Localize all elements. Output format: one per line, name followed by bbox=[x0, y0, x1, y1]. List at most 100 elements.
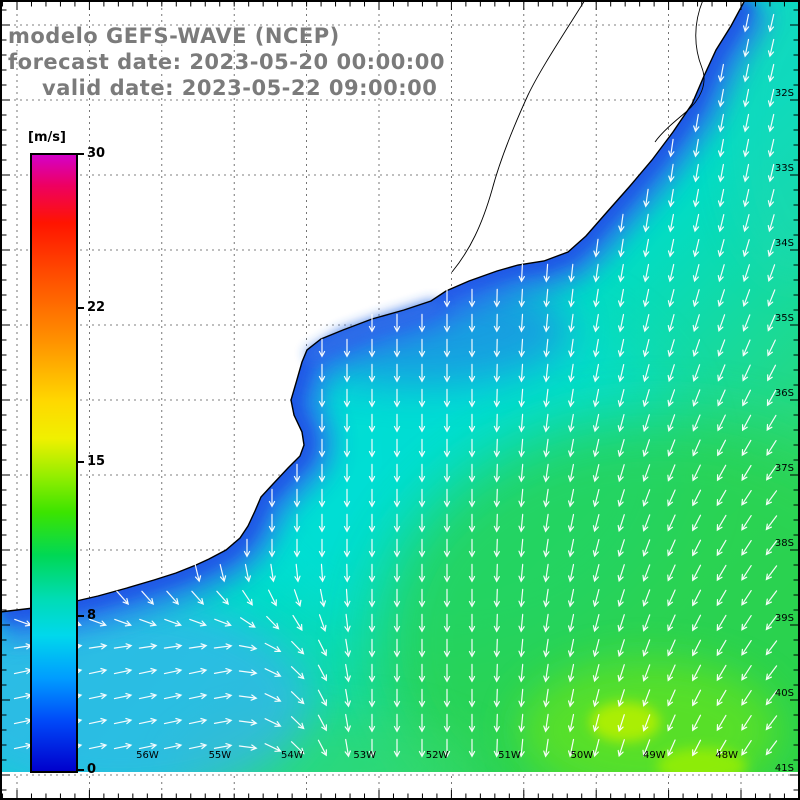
wind-arrow bbox=[318, 639, 327, 657]
wind-arrow bbox=[716, 714, 727, 732]
wind-arrow bbox=[518, 713, 525, 733]
wind-arrow bbox=[317, 689, 327, 707]
wind-arrow bbox=[766, 414, 777, 432]
colorbar-unit-label: [m/s] bbox=[28, 130, 66, 145]
wind-arrow bbox=[741, 715, 752, 731]
wind-arrow bbox=[213, 643, 233, 650]
wind-arrow bbox=[468, 463, 476, 483]
wind-arrow bbox=[692, 664, 702, 682]
wind-arrow bbox=[393, 513, 401, 533]
wind-arrow bbox=[717, 289, 725, 308]
wind-arrow bbox=[468, 538, 476, 558]
wind-arrow bbox=[293, 463, 301, 483]
wind-arrow bbox=[344, 713, 351, 733]
wind-arrow bbox=[668, 163, 675, 183]
wind-arrow bbox=[518, 538, 525, 558]
wind-arrow bbox=[188, 742, 208, 750]
wind-arrow bbox=[468, 738, 476, 758]
wind-arrow bbox=[743, 113, 750, 133]
lon-label: 54W bbox=[281, 750, 304, 761]
wind-arrow bbox=[692, 439, 701, 457]
wind-arrow bbox=[717, 188, 725, 208]
wind-arrow bbox=[568, 638, 575, 658]
valid-date-line: valid date: 2023-05-22 09:00:00 bbox=[42, 76, 438, 100]
wind-arrow bbox=[242, 590, 253, 606]
wind-arrow bbox=[617, 489, 625, 508]
wind-arrow bbox=[741, 690, 752, 706]
wind-arrow bbox=[518, 313, 525, 333]
wind-arrow bbox=[290, 666, 305, 680]
wind-arrow bbox=[742, 314, 751, 332]
wind-arrow bbox=[643, 263, 650, 283]
colorbar-tick-label: 8 bbox=[87, 608, 97, 623]
wind-arrow bbox=[592, 514, 600, 533]
wind-arrow bbox=[765, 740, 778, 756]
wind-arrow bbox=[268, 589, 277, 607]
wind-arrow bbox=[368, 738, 376, 758]
colorbar-tick-mark bbox=[78, 307, 84, 309]
lat-label: 39S bbox=[775, 613, 794, 624]
wind-arrow bbox=[293, 538, 301, 558]
wind-arrow bbox=[717, 214, 725, 233]
wind-arrow bbox=[617, 539, 625, 558]
wind-arrow bbox=[592, 614, 600, 633]
wind-arrow bbox=[188, 692, 208, 700]
wind-arrow bbox=[741, 615, 752, 631]
wind-arrow bbox=[368, 513, 376, 533]
wind-arrow bbox=[88, 692, 108, 700]
wind-arrow bbox=[344, 738, 351, 758]
wind-arrow bbox=[418, 463, 426, 483]
wind-arrow bbox=[518, 638, 525, 658]
wind-arrow bbox=[216, 590, 230, 605]
wind-arrow bbox=[290, 691, 305, 705]
wind-arrow bbox=[163, 667, 183, 675]
wind-arrow bbox=[667, 439, 676, 457]
wind-arrow bbox=[667, 389, 676, 407]
wind-arrow bbox=[368, 663, 376, 683]
wind-arrow bbox=[368, 713, 376, 733]
wind-arrow bbox=[692, 239, 700, 258]
lat-label: 41S bbox=[775, 763, 794, 774]
wind-arrow bbox=[468, 588, 476, 608]
wind-arrow bbox=[418, 663, 426, 683]
wind-arrow bbox=[742, 339, 751, 357]
wind-arrow bbox=[393, 713, 401, 733]
wind-arrow bbox=[543, 688, 550, 708]
wind-arrow bbox=[593, 388, 600, 408]
wind-arrow bbox=[716, 739, 727, 757]
river-line bbox=[451, 0, 586, 273]
wind-arrow bbox=[493, 513, 500, 533]
coastline bbox=[0, 0, 746, 613]
wind-arrow bbox=[667, 564, 676, 582]
wind-arrow bbox=[264, 743, 282, 752]
wind-arrow bbox=[568, 463, 575, 483]
wind-arrow bbox=[318, 388, 326, 408]
wind-arrow bbox=[692, 514, 702, 532]
wind-arrow bbox=[368, 413, 376, 433]
wind-arrow bbox=[642, 639, 651, 657]
wind-arrow bbox=[518, 663, 525, 683]
wind-arrow bbox=[317, 739, 327, 757]
wind-arrow bbox=[592, 464, 600, 483]
wind-arrow bbox=[188, 643, 208, 650]
wind-arrow bbox=[617, 664, 625, 683]
wind-arrow bbox=[592, 413, 600, 433]
wind-arrow bbox=[741, 565, 752, 581]
wind-arrow bbox=[692, 364, 701, 382]
wind-arrow bbox=[493, 638, 500, 658]
geo-labels: 56W 55W 54W 53W 52W 51W 50W 49W 48W 32S 33S 34S 35S 3… bbox=[136, 88, 794, 774]
wind-arrow bbox=[718, 113, 725, 133]
wind-arrow bbox=[393, 313, 401, 333]
wind-arrow bbox=[741, 490, 752, 506]
colorbar bbox=[30, 153, 78, 773]
wind-arrow bbox=[344, 613, 351, 633]
wind-arrow bbox=[668, 188, 675, 208]
lat-label: 35S bbox=[775, 313, 794, 324]
wind-arrow bbox=[692, 639, 702, 657]
wind-arrow bbox=[244, 563, 251, 583]
wind-arrow bbox=[617, 639, 625, 658]
lon-label: 48W bbox=[715, 750, 738, 761]
wind-arrow bbox=[667, 339, 675, 358]
wind-arrow bbox=[543, 288, 550, 308]
wind-arrow bbox=[443, 413, 451, 433]
